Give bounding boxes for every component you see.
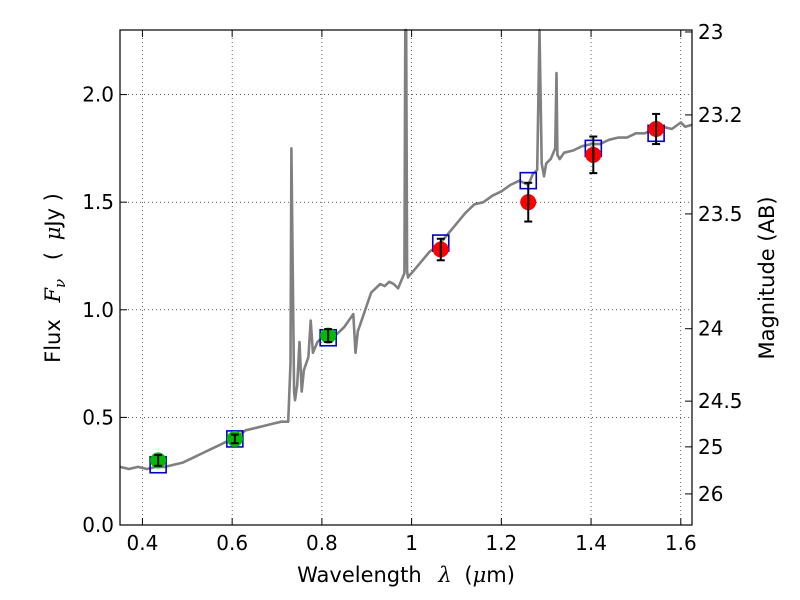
x-tick-label: 0.6 [216, 531, 248, 555]
y-tick-label: 0.0 [82, 513, 114, 537]
y-tick-label: 1.0 [82, 298, 114, 322]
y2-tick-label: 23.5 [698, 202, 743, 226]
x-tick-label: 1.6 [665, 531, 697, 555]
x-tick-label: 1.2 [485, 531, 517, 555]
x-axis-label: Wavelength λ (μm) [297, 563, 515, 587]
y-tick-label: 2.0 [82, 83, 114, 107]
y2-tick-label: 23 [698, 20, 723, 44]
x-axis-label-unit-open: ( [464, 563, 472, 587]
x-axis-label-symbol: λ [437, 563, 451, 587]
plot-frame [119, 29, 693, 526]
x-axis-label-prefix: Wavelength [297, 563, 422, 587]
y-axis-label-subscript: ν [51, 279, 69, 288]
y-tick-label: 0.5 [82, 405, 114, 429]
y-axis-label-unit-mu: μ [41, 227, 65, 241]
y-axis-label-unit-rest: Jy ) [41, 193, 65, 229]
y2-tick-label: 23.2 [698, 103, 743, 127]
y-axis-label-symbol: F [41, 287, 65, 304]
x-tick-label: 0.8 [306, 531, 338, 555]
x-axis-label-unit-mu: μ [473, 563, 487, 587]
y-axis-label-unit-open: ( [41, 252, 65, 260]
x-tick-label: 1.4 [575, 531, 607, 555]
x-tick-label: 0.4 [127, 531, 159, 555]
x-axis-label-unit-rest: m) [486, 563, 515, 587]
plot-area [119, 28, 693, 474]
y-tick-label: 1.5 [82, 190, 114, 214]
data-markers [149, 112, 665, 474]
model-spectrum-line [119, 28, 693, 471]
x-tick-label: 1 [405, 531, 418, 555]
y2-tick-label: 24 [698, 317, 723, 341]
y2-tick-label: 26 [698, 482, 723, 506]
y-axis-label: Flux Fν ( μJy ) [41, 193, 70, 363]
y2-tick-label: 25 [698, 435, 723, 459]
axis-ticks: 0.4 0.6 0.8 1 1.2 1.4 1.6 0.0 0.5 1.0 1.5 2.0 23 23.2… [82, 20, 742, 555]
y2-axis-label: Magnitude (AB) [755, 196, 779, 359]
y-axis-label-prefix: Flux [41, 319, 65, 363]
y2-tick-label: 24.5 [698, 389, 743, 413]
